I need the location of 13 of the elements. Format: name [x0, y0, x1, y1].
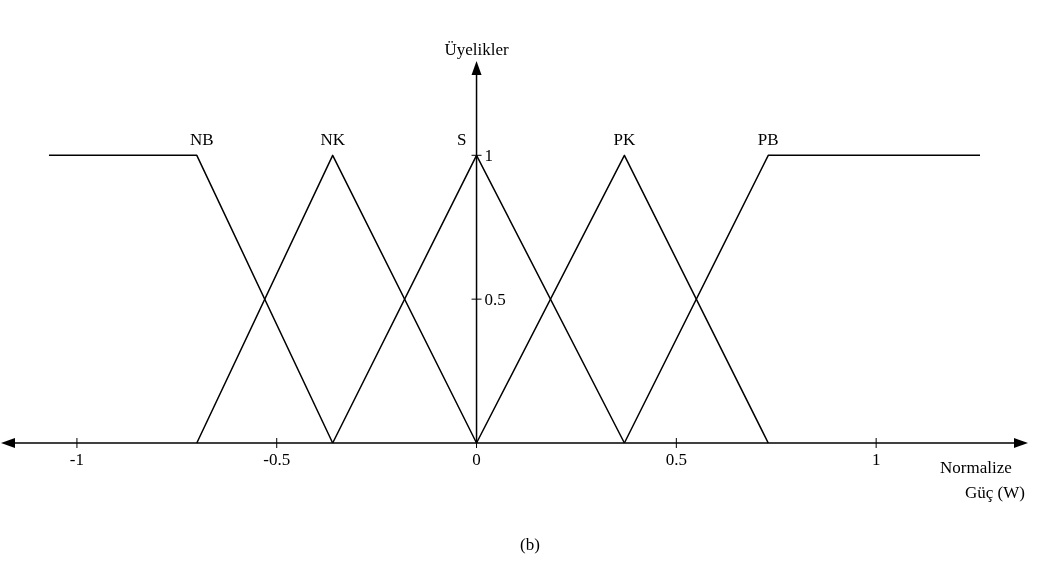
x-tick-label: -0.5: [263, 450, 291, 469]
x-tick-label: -1: [69, 450, 85, 469]
y-axis-title: Üyelikler: [444, 40, 509, 59]
x-tick-label: 0: [472, 450, 481, 469]
x-tick-label: 0.5: [665, 450, 687, 469]
x-axis-title: Normalize Güç (W): [940, 458, 1025, 502]
text: (b): [520, 535, 540, 554]
series-label: PB: [757, 130, 779, 150]
series-label: PK: [613, 130, 636, 150]
series-label: NB: [190, 130, 214, 150]
x-tick-label: 1: [871, 450, 881, 469]
series-label: S: [457, 130, 467, 150]
series-label: NK: [320, 130, 346, 150]
